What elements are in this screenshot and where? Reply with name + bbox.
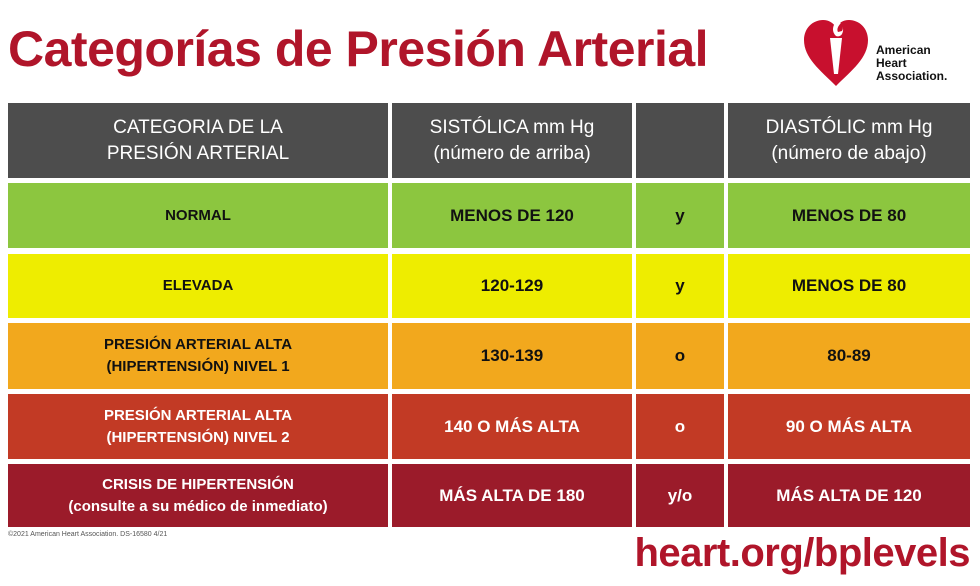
header-systolic: SISTÓLICA mm Hg (número de arriba) xyxy=(392,103,632,178)
row-crisis-category: CRISIS DE HIPERTENSIÓN (consulte a su mé… xyxy=(8,464,388,527)
row-normal-diastolic: MENOS DE 80 xyxy=(728,183,970,248)
heart-torch-icon xyxy=(804,18,868,86)
row-crisis-connector: y/o xyxy=(636,464,724,527)
page-title: Categorías de Presión Arterial xyxy=(8,21,709,77)
row-normal-connector: y xyxy=(636,183,724,248)
header-diastolic: DIASTÓLIC mm Hg (número de abajo) xyxy=(728,103,970,178)
row-crisis-diastolic: MÁS ALTA DE 120 xyxy=(728,464,970,527)
header-category: CATEGORIA DE LA PRESIÓN ARTERIAL xyxy=(8,103,388,178)
row-alta1-systolic: 130-139 xyxy=(392,323,632,389)
row-crisis-systolic: MÁS ALTA DE 180 xyxy=(392,464,632,527)
row-alta2-connector: o xyxy=(636,394,724,459)
row-alta2-systolic: 140 O MÁS ALTA xyxy=(392,394,632,459)
copyright-text: ©2021 American Heart Association. DS-165… xyxy=(8,531,168,538)
row-alta2-category: PRESIÓN ARTERIAL ALTA (HIPERTENSIÓN) NIV… xyxy=(8,394,388,459)
logo-text: American Heart Association. xyxy=(876,43,948,83)
row-normal-systolic: MENOS DE 120 xyxy=(392,183,632,248)
row-alta2-diastolic: 90 O MÁS ALTA xyxy=(728,394,970,459)
aha-logo: American Heart Association. xyxy=(800,8,970,90)
row-elevada-category: ELEVADA xyxy=(8,254,388,318)
row-normal-category: NORMAL xyxy=(8,183,388,248)
row-elevada-systolic: 120-129 xyxy=(392,254,632,318)
row-elevada-connector: y xyxy=(636,254,724,318)
row-alta1-connector: o xyxy=(636,323,724,389)
row-alta1-diastolic: 80-89 xyxy=(728,323,970,389)
footer-url[interactable]: heart.org/bplevels xyxy=(634,531,970,575)
row-elevada-diastolic: MENOS DE 80 xyxy=(728,254,970,318)
row-alta1-category: PRESIÓN ARTERIAL ALTA (HIPERTENSIÓN) NIV… xyxy=(8,323,388,389)
header-connector xyxy=(636,103,724,178)
